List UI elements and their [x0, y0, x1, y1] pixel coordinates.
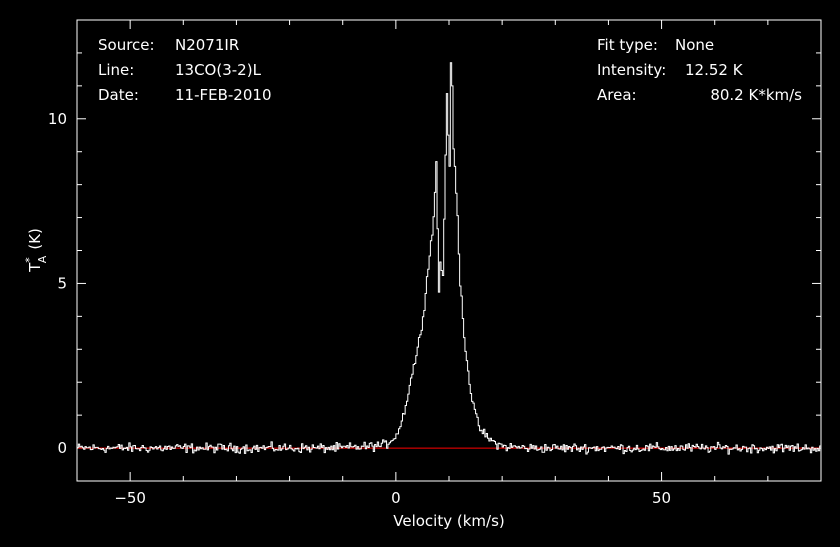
source-value: N2071IR	[175, 36, 239, 54]
y-tick-label: 0	[57, 439, 67, 457]
tick-marks	[76, 19, 822, 482]
date-label: Date:	[98, 86, 139, 104]
x-tick-label: 0	[391, 489, 401, 507]
y-tick-label: 5	[57, 274, 67, 292]
y-axis-label-sub: A	[36, 255, 49, 263]
intensity-label: Intensity:	[597, 61, 666, 79]
y-axis-label-unit: (K)	[26, 228, 44, 250]
y-axis-label: T*A (K)	[23, 228, 49, 273]
fit-type-label: Fit type:	[597, 36, 658, 54]
y-axis-label-main: T	[26, 262, 44, 273]
line-label: Line:	[98, 61, 134, 79]
svg-text:T*A(K): T*A (K)	[23, 228, 49, 273]
date-value: 11-FEB-2010	[175, 86, 271, 104]
area-label: Area:	[597, 86, 637, 104]
spectrum-trace	[77, 62, 822, 455]
source-label: Source:	[98, 36, 155, 54]
fit-type-value: None	[675, 36, 714, 54]
x-tick-label: 50	[652, 489, 671, 507]
x-axis-label: Velocity (km/s)	[393, 512, 504, 530]
intensity-value: 12.52 K	[685, 61, 744, 79]
tick-labels: −50 0 50 0 5 10	[48, 110, 671, 507]
y-tick-label: 10	[48, 110, 67, 128]
area-value: 80.2 K*km/s	[710, 86, 802, 104]
y-axis-label-sup: *	[23, 257, 36, 263]
x-tick-label: −50	[114, 489, 146, 507]
line-value: 13CO(3-2)L	[175, 61, 262, 79]
